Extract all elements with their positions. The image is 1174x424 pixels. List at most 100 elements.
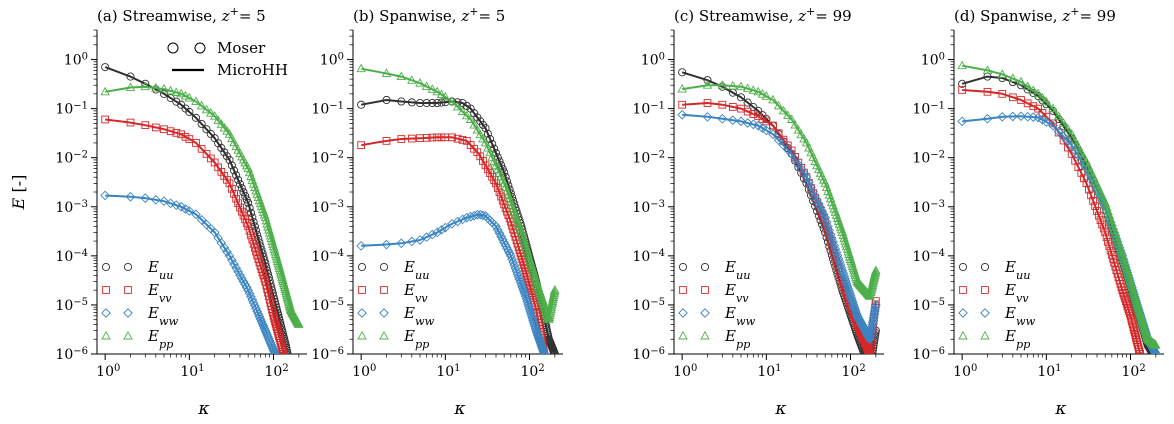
y-tick-label: 10−6 [311, 346, 344, 364]
data-point-vv [270, 314, 279, 323]
data-point-pp [824, 190, 835, 199]
data-point-ww [381, 239, 392, 250]
data-point-pp [768, 94, 778, 104]
data-point-vv [1101, 228, 1110, 237]
legend-marker-vv [679, 286, 687, 294]
data-point-pp [1073, 141, 1084, 151]
data-point-vv [728, 103, 737, 111]
data-point-ww [537, 344, 548, 354]
data-point-vv [495, 188, 504, 197]
data-point-vv [230, 190, 238, 198]
data-point-vv [217, 168, 226, 176]
data-point-uu [433, 98, 442, 108]
data-point-pp [246, 171, 256, 181]
data-point-ww [530, 323, 541, 334]
data-point-vv [1131, 331, 1140, 339]
data-point-ww [851, 309, 862, 319]
data-point-pp [504, 193, 515, 203]
data-point-uu [983, 72, 992, 81]
data-point-uu [235, 180, 245, 189]
data-point-pp [544, 310, 555, 319]
legend-label-pp: Epp [403, 327, 429, 351]
legend-marker-ww [379, 308, 389, 318]
x-tick-label: 100 [96, 363, 120, 381]
data-point-ww [804, 177, 814, 188]
data-point-pp [381, 68, 392, 77]
data-point-ww [517, 282, 528, 292]
data-point-pp [702, 80, 713, 89]
y-tick-label: 10−5 [55, 296, 88, 314]
data-point-pp [783, 110, 793, 119]
data-point-pp [280, 284, 291, 294]
data-point-pp [1115, 244, 1126, 254]
data-point-ww [256, 316, 267, 327]
legend-label-vv: Evv [1004, 281, 1029, 305]
data-point-pp [432, 86, 442, 96]
data-point-vv [1106, 246, 1115, 255]
data-point-uu [357, 100, 366, 109]
data-point-pp [457, 106, 468, 116]
data-point-pp [1120, 259, 1130, 269]
data-point-ww [241, 282, 252, 293]
data-point-pp [1110, 229, 1121, 238]
data-point-pp [483, 142, 493, 152]
chart-panel-1: (a) Streamwise, z+= 5 100 101 102 10−6 10−5 10… [9, 5, 307, 419]
y-tick-label: 100 [320, 51, 344, 69]
data-point-pp [839, 233, 849, 242]
data-point-pp [253, 192, 264, 202]
data-point-vv [280, 353, 289, 354]
legend-marker-uu [357, 262, 367, 272]
data-point-pp [462, 110, 472, 120]
data-point-pp [1070, 135, 1080, 145]
data-point-vv [181, 132, 190, 141]
data-point-pp [544, 314, 554, 324]
x-tick-label: 101 [1037, 363, 1061, 381]
data-point-ww [184, 206, 195, 216]
data-point-ww [957, 116, 967, 127]
data-point-pp [465, 114, 476, 123]
data-point-uu [428, 98, 437, 108]
data-point-ww [457, 214, 468, 225]
y-tick-label: 10−2 [311, 149, 344, 167]
legend-marker-pp [101, 330, 111, 340]
data-point-vv [248, 235, 257, 244]
x-tick-label: 100 [673, 363, 697, 381]
legend-marker-uu [101, 262, 111, 272]
data-point-ww [270, 348, 280, 354]
data-point-ww [840, 276, 851, 287]
y-tick-label: 10−5 [912, 296, 945, 314]
legend-marker-vv [981, 286, 989, 294]
legend-marker-pp [357, 330, 367, 340]
data-point-uu [703, 76, 712, 85]
data-point-ww [518, 284, 528, 295]
data-point-vv [749, 110, 758, 118]
data-point-pp [1076, 147, 1087, 156]
legend-marker-uu [379, 262, 389, 272]
data-point-pp [957, 60, 967, 70]
data-point-ww [521, 294, 532, 304]
data-point-ww [538, 347, 549, 354]
data-point-pp [832, 213, 843, 222]
data-point-ww [267, 343, 278, 354]
data-point-pp [748, 85, 759, 94]
data-point-vv [151, 123, 160, 132]
data-point-ww [742, 118, 753, 128]
data-point-pp [1114, 241, 1125, 251]
legend-marker-vv [380, 286, 388, 294]
data-point-ww [491, 221, 501, 232]
data-point-pp [281, 286, 291, 296]
legend-label-uu: Euu [147, 258, 173, 282]
series-line-ww [682, 113, 877, 341]
data-point-ww [229, 259, 239, 270]
data-point-pp [838, 230, 849, 239]
data-point-ww [850, 305, 861, 315]
data-point-ww [806, 182, 816, 192]
data-point-pp [260, 212, 271, 222]
data-point-ww [840, 273, 850, 284]
x-tick-label: 101 [436, 363, 460, 381]
legend-marker-ww [357, 308, 367, 318]
y-tick-label: 10−1 [912, 100, 945, 118]
data-point-uu [225, 155, 234, 164]
data-point-ww [461, 212, 472, 223]
